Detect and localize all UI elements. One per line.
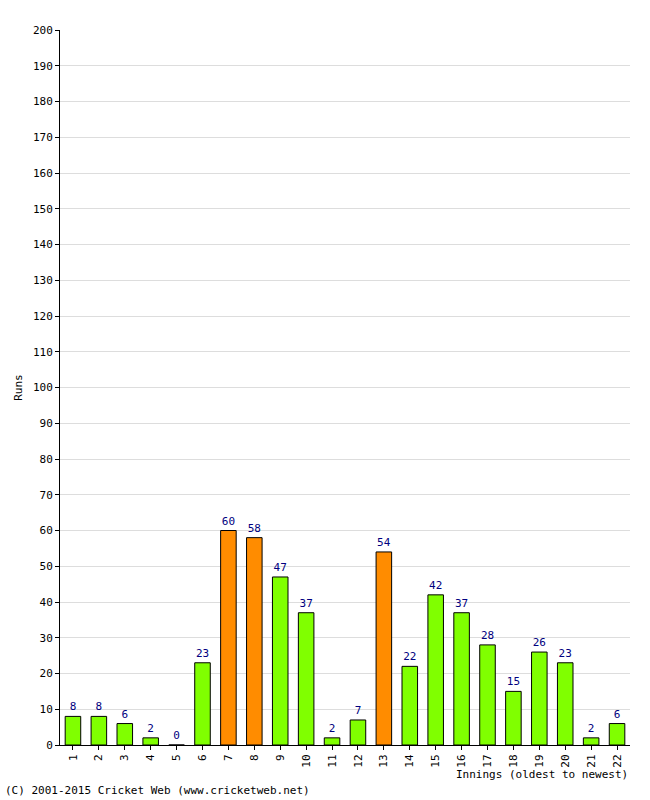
svg-text:23: 23 xyxy=(196,647,209,660)
svg-text:7: 7 xyxy=(355,704,362,717)
svg-text:10: 10 xyxy=(300,754,313,767)
svg-text:22: 22 xyxy=(403,650,416,663)
svg-text:37: 37 xyxy=(300,597,313,610)
svg-text:14: 14 xyxy=(403,754,416,768)
svg-text:60: 60 xyxy=(40,524,53,537)
svg-text:15: 15 xyxy=(429,754,442,767)
svg-text:1: 1 xyxy=(67,754,80,761)
svg-text:200: 200 xyxy=(33,24,53,37)
svg-text:42: 42 xyxy=(429,579,442,592)
svg-text:17: 17 xyxy=(481,754,494,767)
svg-text:120: 120 xyxy=(33,310,53,323)
svg-text:50: 50 xyxy=(40,560,53,573)
svg-text:190: 190 xyxy=(33,60,53,73)
svg-text:Runs: Runs xyxy=(12,374,25,401)
svg-text:15: 15 xyxy=(507,675,520,688)
svg-text:3: 3 xyxy=(118,754,131,761)
svg-text:8: 8 xyxy=(96,700,103,713)
svg-text:28: 28 xyxy=(481,629,494,642)
svg-text:0: 0 xyxy=(46,739,53,752)
svg-text:47: 47 xyxy=(274,561,287,574)
svg-text:2: 2 xyxy=(92,754,105,761)
svg-text:7: 7 xyxy=(222,754,235,761)
svg-text:13: 13 xyxy=(377,754,390,767)
svg-text:37: 37 xyxy=(455,597,468,610)
svg-text:2: 2 xyxy=(147,722,154,735)
svg-text:23: 23 xyxy=(559,647,572,660)
svg-text:80: 80 xyxy=(40,453,53,466)
svg-text:26: 26 xyxy=(533,636,546,649)
svg-text:140: 140 xyxy=(33,238,53,251)
svg-text:8: 8 xyxy=(248,754,261,761)
svg-text:60: 60 xyxy=(222,515,235,528)
svg-text:100: 100 xyxy=(33,381,53,394)
svg-text:110: 110 xyxy=(33,346,53,359)
svg-text:170: 170 xyxy=(33,131,53,144)
svg-text:2: 2 xyxy=(588,722,595,735)
svg-text:20: 20 xyxy=(559,754,572,767)
svg-text:5: 5 xyxy=(170,754,183,761)
svg-text:Innings (oldest to newest): Innings (oldest to newest) xyxy=(456,768,628,781)
svg-text:90: 90 xyxy=(40,417,53,430)
svg-text:18: 18 xyxy=(507,754,520,767)
svg-text:70: 70 xyxy=(40,489,53,502)
svg-text:40: 40 xyxy=(40,596,53,609)
svg-text:21: 21 xyxy=(585,754,598,767)
svg-text:20: 20 xyxy=(40,667,53,680)
svg-text:30: 30 xyxy=(40,632,53,645)
svg-text:10: 10 xyxy=(40,703,53,716)
svg-text:180: 180 xyxy=(33,95,53,108)
svg-text:6: 6 xyxy=(614,708,621,721)
svg-text:12: 12 xyxy=(352,754,365,767)
svg-text:16: 16 xyxy=(455,754,468,767)
svg-text:(C) 2001-2015 Cricket Web (www: (C) 2001-2015 Cricket Web (www.cricketwe… xyxy=(5,784,310,797)
svg-text:22: 22 xyxy=(611,754,624,767)
svg-text:160: 160 xyxy=(33,167,53,180)
svg-text:54: 54 xyxy=(377,536,391,549)
svg-text:6: 6 xyxy=(196,754,209,761)
svg-text:11: 11 xyxy=(326,754,339,767)
svg-text:4: 4 xyxy=(144,754,157,761)
svg-text:58: 58 xyxy=(248,522,261,535)
svg-text:0: 0 xyxy=(173,729,180,742)
svg-text:9: 9 xyxy=(274,754,287,761)
svg-text:130: 130 xyxy=(33,274,53,287)
svg-text:2: 2 xyxy=(329,722,336,735)
svg-text:19: 19 xyxy=(533,754,546,767)
svg-text:6: 6 xyxy=(121,708,128,721)
svg-text:150: 150 xyxy=(33,203,53,216)
svg-text:8: 8 xyxy=(70,700,77,713)
